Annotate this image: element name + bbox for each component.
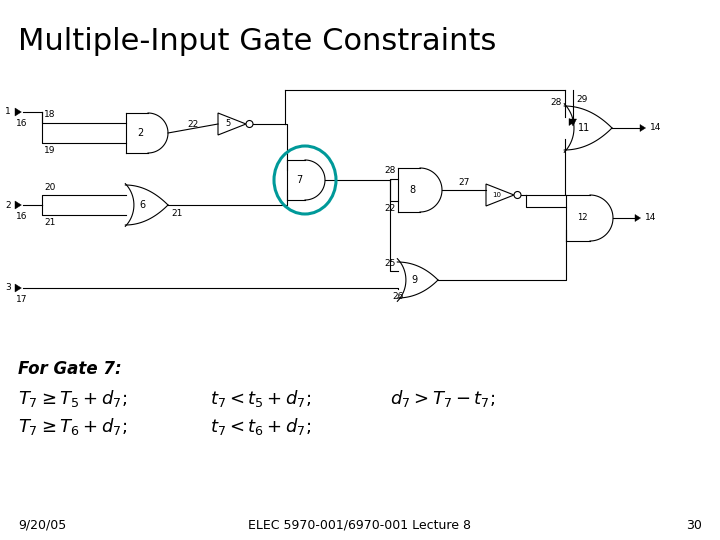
Polygon shape [15, 108, 22, 116]
Text: ELEC 5970-001/6970-001 Lecture 8: ELEC 5970-001/6970-001 Lecture 8 [248, 519, 472, 532]
Text: $T_7 \geq T_6 + d_7;$: $T_7 \geq T_6 + d_7;$ [18, 416, 127, 437]
Text: 9: 9 [411, 275, 418, 285]
Polygon shape [569, 118, 575, 125]
Text: 10: 10 [492, 192, 501, 198]
Text: 12: 12 [577, 213, 588, 222]
Text: 27: 27 [459, 178, 469, 187]
Text: 3: 3 [5, 284, 11, 293]
Text: 22: 22 [187, 120, 199, 129]
Text: 5: 5 [226, 119, 231, 129]
Text: 19: 19 [44, 146, 55, 155]
Text: 18: 18 [44, 110, 55, 119]
Polygon shape [640, 125, 646, 132]
Text: 30: 30 [686, 519, 702, 532]
Text: 21: 21 [171, 209, 182, 218]
Circle shape [246, 120, 253, 127]
Circle shape [514, 192, 521, 199]
Text: 28: 28 [551, 98, 562, 107]
Text: 14: 14 [645, 213, 657, 222]
Text: For Gate 7:: For Gate 7: [18, 360, 122, 378]
Text: 20: 20 [44, 183, 55, 192]
Text: 29: 29 [576, 95, 588, 104]
Text: 2: 2 [138, 128, 144, 138]
Polygon shape [15, 284, 22, 292]
Text: 1: 1 [5, 107, 11, 117]
Text: 25: 25 [384, 259, 396, 268]
Text: $T_7 \geq T_5 + d_7;$: $T_7 \geq T_5 + d_7;$ [18, 388, 127, 409]
Text: 14: 14 [650, 124, 662, 132]
Text: 7: 7 [296, 175, 302, 185]
Text: $t_7 < t_5 + d_7;$: $t_7 < t_5 + d_7;$ [210, 388, 311, 409]
Text: 6: 6 [140, 200, 145, 210]
Text: 21: 21 [44, 218, 55, 227]
Text: $d_7 > T_7 - t_7;$: $d_7 > T_7 - t_7;$ [390, 388, 495, 409]
Polygon shape [570, 119, 577, 126]
Text: Multiple-Input Gate Constraints: Multiple-Input Gate Constraints [18, 28, 496, 57]
Text: 9/20/05: 9/20/05 [18, 519, 66, 532]
Text: 26: 26 [392, 292, 404, 301]
Text: 28: 28 [384, 166, 396, 175]
Text: 22: 22 [384, 204, 395, 213]
Text: 11: 11 [577, 123, 590, 133]
Polygon shape [635, 214, 641, 221]
Polygon shape [15, 201, 22, 209]
Text: 16: 16 [16, 119, 27, 128]
Text: 8: 8 [410, 185, 415, 195]
Text: 17: 17 [16, 295, 27, 304]
Text: $t_7 < t_6 + d_7;$: $t_7 < t_6 + d_7;$ [210, 416, 311, 437]
Text: 16: 16 [16, 212, 27, 221]
Text: 2: 2 [5, 200, 11, 210]
